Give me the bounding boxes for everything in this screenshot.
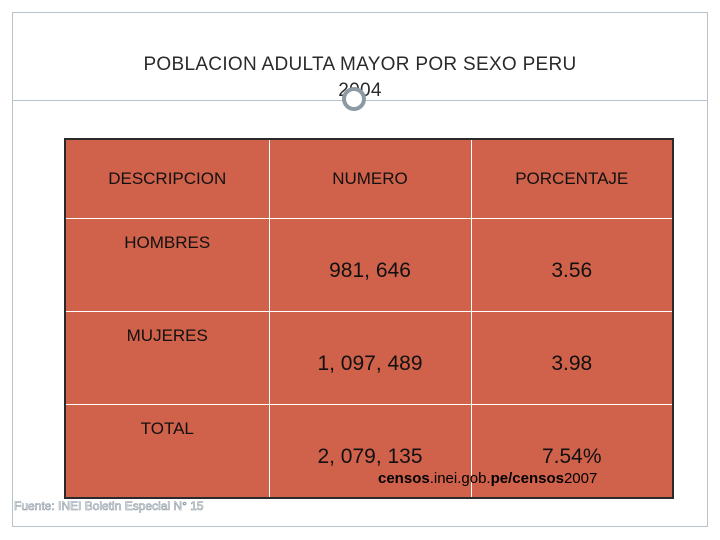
row-label: MUJERES: [64, 311, 270, 405]
row-numero: 981, 646: [268, 218, 472, 312]
source-part-2: .inei.gob.: [429, 470, 491, 487]
row-label: HOMBRES: [64, 218, 270, 312]
table-row: TOTAL 2, 079, 135 7.54%: [64, 404, 674, 499]
source-part-1: censos: [378, 470, 430, 487]
population-table: DESCRIPCION NUMERO PORCENTAJE HOMBRES 98…: [64, 138, 674, 499]
title-line-1: POBLACION ADULTA MAYOR POR SEXO PERU: [143, 54, 577, 75]
table-header-row: DESCRIPCION NUMERO PORCENTAJE: [64, 138, 674, 219]
row-porcentaje: 7.54%: [470, 404, 674, 499]
slide-frame: [12, 12, 708, 527]
footnote-text: Fuente: INEI Boletin Especial N° 15: [14, 499, 204, 514]
header-porcentaje: PORCENTAJE: [470, 138, 674, 219]
row-numero: 2, 079, 135: [268, 404, 472, 499]
title-ring-ornament: [342, 87, 366, 111]
row-numero: 1, 097, 489: [268, 311, 472, 405]
row-porcentaje: 3.56: [470, 218, 674, 312]
source-link[interactable]: censos.inei.gob.pe/censos2007: [378, 470, 597, 487]
table-row: MUJERES 1, 097, 489 3.98: [64, 311, 674, 405]
source-part-3: pe/censos: [490, 470, 564, 487]
row-porcentaje: 3.98: [470, 311, 674, 405]
table-row: HOMBRES 981, 646 3.56: [64, 218, 674, 312]
footnote: Fuente: INEI Boletin Especial N° 15: [14, 497, 264, 515]
source-part-4: 2007: [563, 470, 598, 487]
row-label: TOTAL: [64, 404, 270, 499]
header-descripcion: DESCRIPCION: [64, 138, 270, 219]
header-numero: NUMERO: [268, 138, 472, 219]
